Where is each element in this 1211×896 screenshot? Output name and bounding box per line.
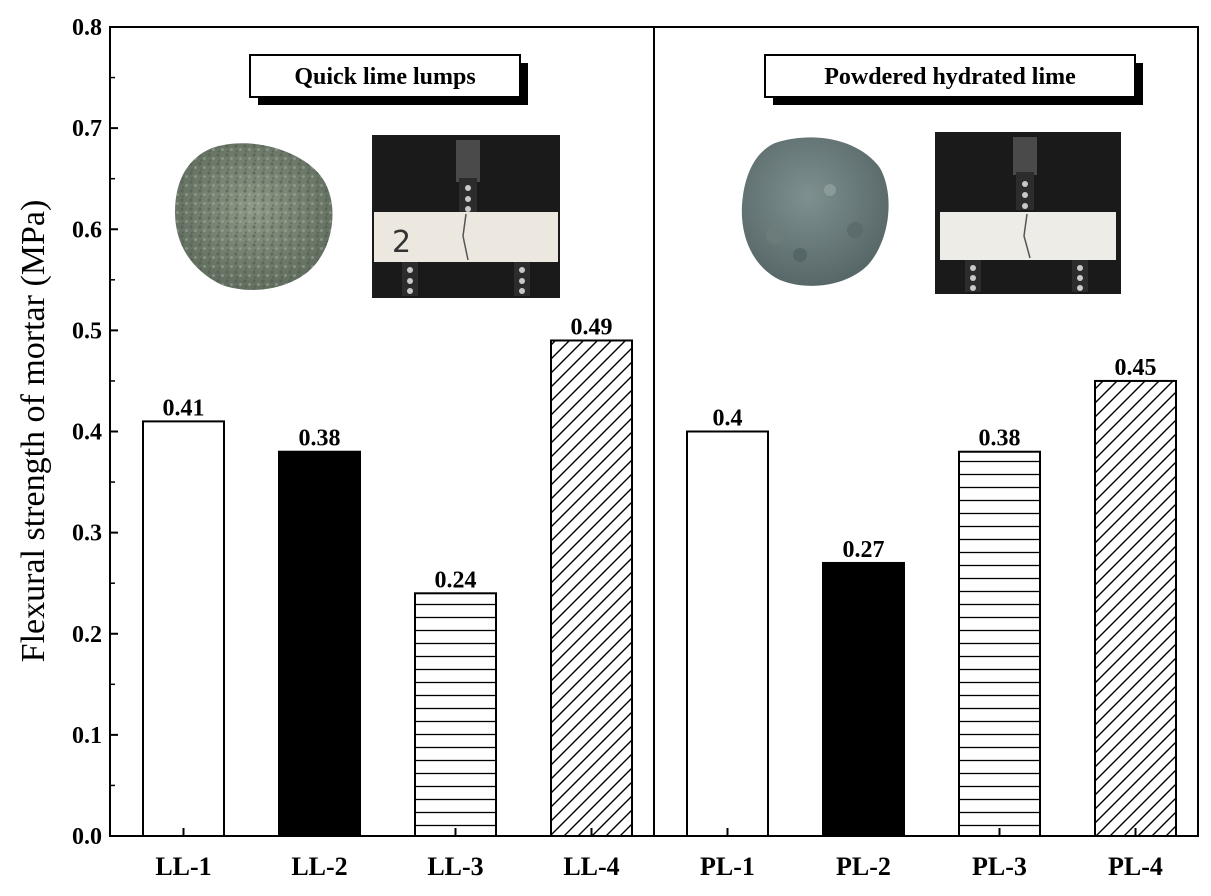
panel-title-text: Powdered hydrated lime [824, 64, 1076, 90]
x-category-label: PL-3 [972, 852, 1027, 881]
x-category-label: LL-2 [291, 852, 347, 881]
y-tick-label: 0.7 [72, 116, 102, 142]
y-tick-label: 0.8 [72, 15, 102, 41]
x-category-label: LL-3 [427, 852, 483, 881]
panel-title-powdered-lime: Powdered hydrated lime [764, 54, 1143, 105]
bar-ll-4 [550, 339, 633, 837]
y-tick-label: 0.5 [72, 318, 102, 344]
quick-lime-lump-photo [175, 143, 333, 290]
y-tick-label: 0.3 [72, 521, 102, 547]
x-category-label: PL-2 [836, 852, 891, 881]
bar-value-label: 0.41 [163, 395, 205, 421]
flexural-test-photo-pl [935, 132, 1121, 294]
y-tick-label: 0.6 [72, 217, 102, 243]
panel-title-text: Quick lime lumps [294, 64, 475, 90]
bar-value-label: 0.24 [435, 567, 477, 593]
bar-pl-4 [1094, 379, 1177, 837]
x-category-label: PL-4 [1108, 852, 1163, 881]
x-category-label: PL-1 [700, 852, 755, 881]
powdered-lime-photo [741, 137, 889, 286]
y-tick-label: 0.0 [72, 824, 102, 850]
bar-value-label: 0.27 [843, 537, 885, 563]
y-axis: 0.0 0.1 0.2 0.3 0.4 0.5 0.6 0.7 0.8 [72, 15, 118, 850]
bar-value-label: 0.49 [571, 314, 613, 340]
bar-value-label: 0.38 [979, 426, 1021, 452]
bar-value-label: 0.38 [299, 426, 341, 452]
bar-pl-3 [958, 450, 1041, 837]
bar-ll-3 [414, 592, 497, 837]
bar-pl-1 [686, 430, 769, 837]
bar-value-label: 0.4 [713, 406, 743, 432]
bar-ll-2 [278, 450, 361, 837]
bar-value-label: 0.45 [1115, 355, 1157, 381]
y-tick-label: 0.2 [72, 622, 102, 648]
panel-title-quick-lime: Quick lime lumps [249, 54, 528, 105]
x-category-label: LL-1 [155, 852, 211, 881]
bar-ll-1 [142, 420, 225, 837]
bar-pl-2 [822, 561, 905, 838]
bar-series: 0.41 LL-1 0.38 LL-2 0.24 LL-3 0.49 LL-4 0.4 PL-1 0… [142, 314, 1177, 881]
y-tick-label: 0.1 [72, 723, 102, 749]
y-axis-title: Flexural strength of mortar (MPa) [15, 200, 52, 663]
svg-text:2: 2 [392, 225, 411, 260]
flexural-test-photo-ll: 2 [372, 135, 560, 298]
x-category-label: LL-4 [563, 852, 619, 881]
y-tick-label: 0.4 [72, 420, 102, 446]
